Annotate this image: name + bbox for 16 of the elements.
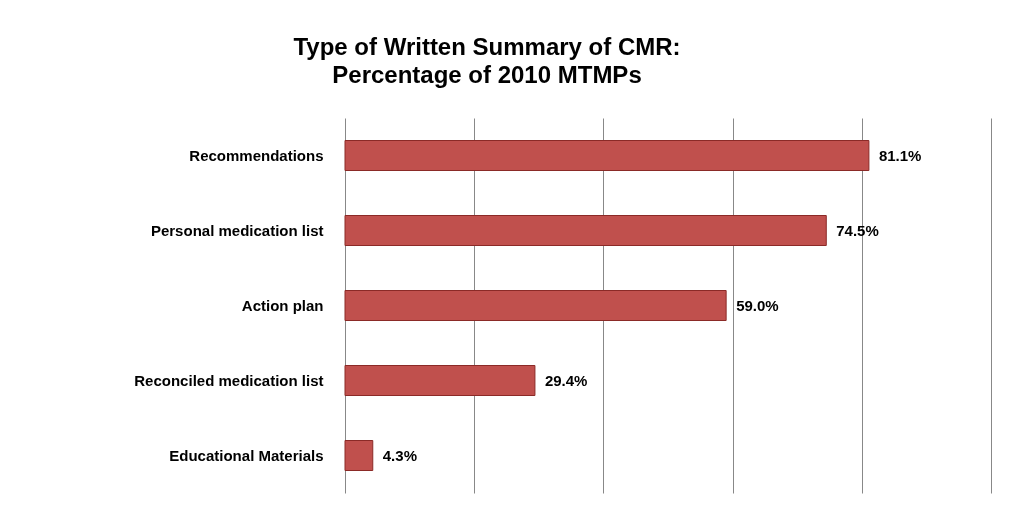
y-tick-label: Educational Materials [169,446,324,464]
bar [344,140,870,171]
y-tick-label: Personal medication list [150,221,324,239]
bar [344,215,827,246]
bar [344,290,727,321]
data-label: 74.5% [836,221,879,239]
data-label: 4.3% [382,446,417,464]
data-label: 81.1% [878,146,922,164]
data-label: 59.0% [736,296,779,314]
y-tick-label: Recommendations [189,146,324,164]
data-label: 29.4% [544,371,588,389]
y-tick-label: Action plan [241,296,324,314]
chart-title: Type of Written Summary of CMR: Percentage of 2010 MTMPs [293,33,681,88]
bar [344,365,536,396]
bar [344,440,374,471]
y-tick-label: Reconciled medication list [134,371,324,389]
